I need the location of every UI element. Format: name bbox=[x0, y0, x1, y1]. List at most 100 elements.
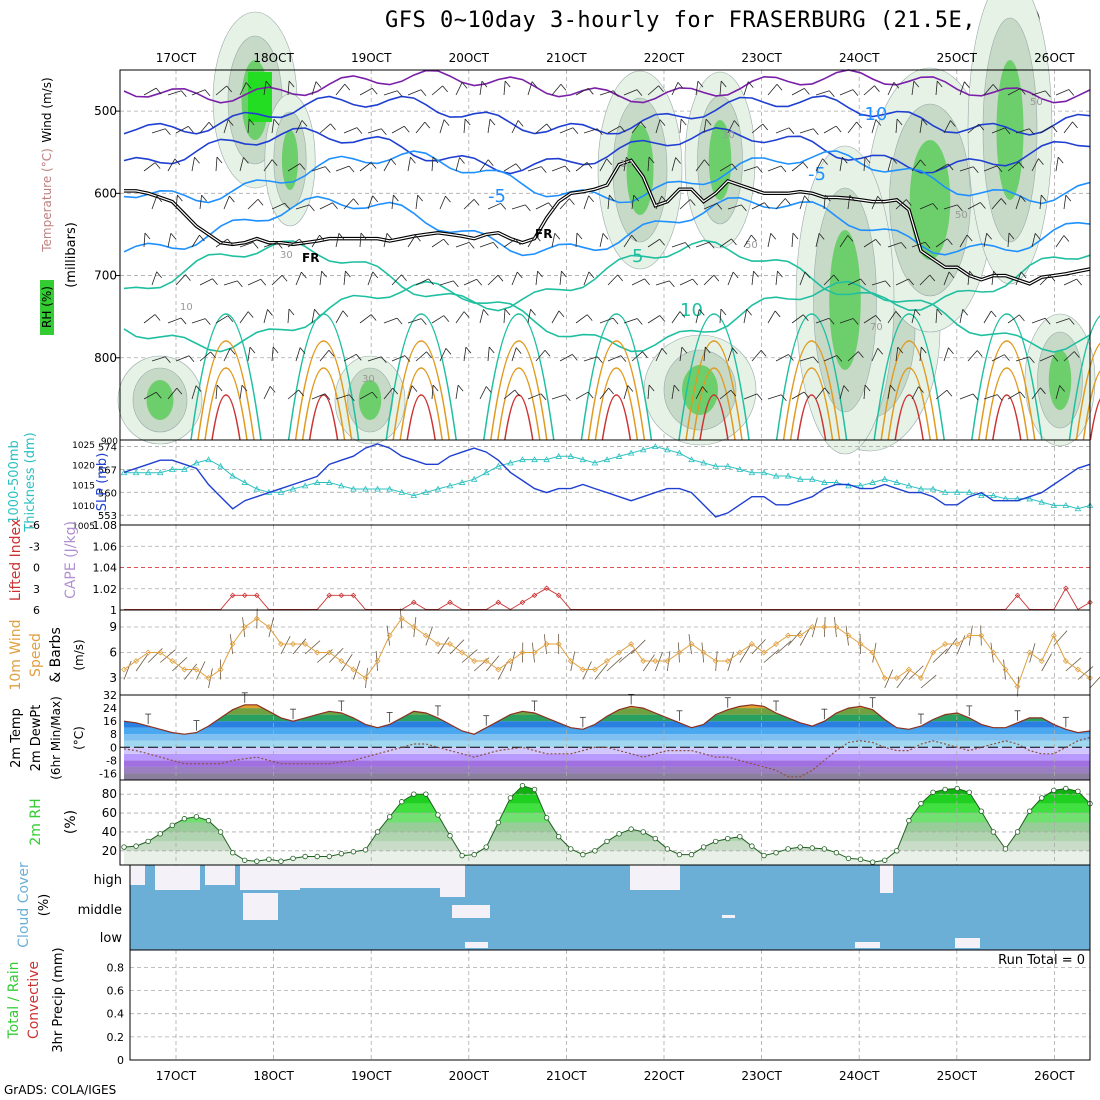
wind-barb bbox=[823, 125, 837, 134]
rh2m-point bbox=[266, 856, 272, 863]
wind-barb bbox=[586, 162, 593, 169]
wind-barb bbox=[703, 203, 717, 210]
isotherm-line bbox=[123, 69, 1091, 104]
wind-speed-point bbox=[459, 649, 466, 656]
wind-barb bbox=[343, 198, 354, 210]
wind-barb bbox=[983, 394, 998, 400]
wind-barb bbox=[288, 80, 295, 88]
wind-barb bbox=[972, 393, 979, 401]
wind-barb bbox=[1068, 89, 1075, 96]
wind-speed-point bbox=[241, 624, 248, 630]
isotherm-arc bbox=[406, 394, 436, 441]
rh2m-point bbox=[362, 847, 369, 853]
wind-barb bbox=[503, 309, 506, 324]
wind-barb bbox=[445, 195, 451, 203]
wind-barb bbox=[367, 271, 374, 286]
wind-barb bbox=[540, 166, 547, 173]
wind-barb-10m bbox=[956, 635, 966, 655]
wind-barb bbox=[839, 235, 849, 248]
wind-barb bbox=[223, 195, 230, 210]
wind-barb bbox=[1063, 121, 1073, 134]
wind-barb bbox=[702, 386, 708, 393]
thickness-point bbox=[410, 492, 418, 499]
wind-barb bbox=[503, 389, 516, 400]
rh2m-point bbox=[471, 851, 477, 858]
wind-barb bbox=[647, 238, 660, 248]
wind-barb bbox=[463, 278, 477, 286]
li-tick: 3 bbox=[33, 583, 40, 596]
wind-barb-10m bbox=[242, 617, 246, 638]
wind-barb bbox=[345, 270, 351, 278]
wind-barb bbox=[215, 385, 218, 400]
wind-barb bbox=[911, 309, 916, 324]
chart-title: GFS 0~10day 3-hourly for FRASERBURG (21.… bbox=[385, 8, 1045, 33]
wind-speed-point bbox=[145, 649, 152, 656]
wind-barb bbox=[824, 194, 831, 202]
isotherm-arc bbox=[699, 394, 729, 441]
cloud-gap bbox=[465, 942, 488, 948]
wind-barb bbox=[751, 123, 764, 134]
axis-label-text: 2m DewPt bbox=[29, 705, 44, 772]
wind-speed-point bbox=[471, 658, 478, 664]
wind-barb bbox=[680, 118, 687, 126]
temp-band bbox=[124, 740, 1090, 748]
wind-barb bbox=[1018, 161, 1025, 169]
wind-barb bbox=[575, 314, 588, 324]
wind-barb-10m bbox=[990, 642, 994, 663]
wind-barb bbox=[227, 238, 233, 246]
wind-barb bbox=[823, 274, 835, 286]
rh2m-point bbox=[217, 829, 224, 835]
wind-barb bbox=[695, 386, 703, 400]
wind-barb bbox=[913, 80, 920, 88]
wind-tick: 6 bbox=[109, 646, 117, 660]
wind-barb bbox=[383, 317, 398, 324]
wind-barb bbox=[679, 119, 682, 134]
wind-speed-point bbox=[724, 658, 731, 664]
rh2m-point bbox=[845, 855, 852, 862]
wind-speed-line bbox=[123, 617, 1091, 688]
wind-barb-10m bbox=[172, 657, 188, 672]
wind-barb bbox=[511, 347, 517, 362]
wind-barb bbox=[463, 199, 475, 210]
rh-label: 50 bbox=[955, 210, 968, 221]
wind-barb bbox=[929, 274, 936, 282]
cloud-gap bbox=[440, 865, 465, 897]
rh-contour bbox=[358, 380, 382, 420]
thickness-point bbox=[374, 485, 381, 492]
wind-barb bbox=[1015, 128, 1030, 134]
wind-speed-point bbox=[954, 641, 961, 647]
wind-barb bbox=[943, 271, 950, 286]
wind-barb bbox=[887, 242, 902, 248]
thickness-point bbox=[507, 459, 514, 466]
wind-barb bbox=[343, 127, 358, 134]
wind-barb bbox=[199, 195, 203, 210]
bottom-date-label: 24OCT bbox=[839, 1069, 880, 1083]
wind-barb bbox=[191, 89, 206, 96]
wind-barb bbox=[919, 203, 934, 210]
wind-barb bbox=[535, 234, 541, 242]
wind-barb bbox=[727, 120, 735, 134]
wind-speed-point bbox=[495, 666, 502, 673]
wind-barb bbox=[554, 233, 561, 240]
wind-barb-10m bbox=[196, 661, 206, 680]
wind-barb-10m bbox=[485, 655, 500, 672]
wind-barb bbox=[295, 347, 301, 362]
wind-barb bbox=[415, 121, 426, 134]
wind-barb bbox=[465, 346, 472, 354]
wind-barb-10m bbox=[425, 626, 433, 646]
wind-tick: 3 bbox=[109, 671, 117, 685]
rh2m-point bbox=[906, 817, 912, 824]
wind-barb bbox=[229, 348, 236, 355]
wind-barb bbox=[919, 274, 931, 286]
rh-tick: 40 bbox=[102, 825, 117, 839]
wind-barb bbox=[442, 85, 448, 93]
wind-barb bbox=[226, 85, 233, 93]
wind-barb bbox=[420, 318, 427, 325]
wind-barb bbox=[836, 355, 843, 362]
wind-barb bbox=[247, 198, 259, 210]
rh2m-point bbox=[519, 782, 526, 789]
precip-tick: 0.4 bbox=[107, 1008, 125, 1021]
thickness-point bbox=[615, 452, 623, 459]
wind-barb bbox=[383, 387, 394, 400]
rh2m-point bbox=[121, 844, 127, 850]
